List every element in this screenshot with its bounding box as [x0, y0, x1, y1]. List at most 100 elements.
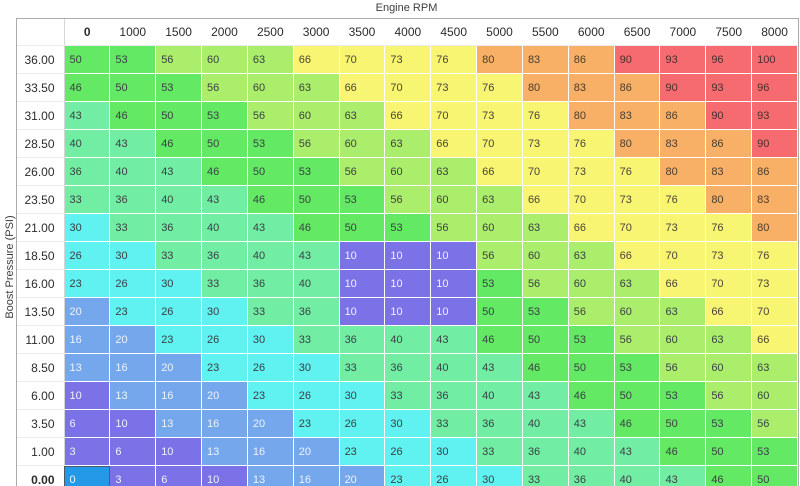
table-cell[interactable]: 83: [522, 45, 569, 74]
table-cell[interactable]: 30: [64, 213, 111, 242]
table-cell[interactable]: 36: [568, 465, 615, 486]
table-cell[interactable]: 76: [430, 45, 478, 74]
table-cell[interactable]: 43: [201, 185, 248, 214]
table-cell[interactable]: 50: [64, 45, 111, 74]
table-cell[interactable]: 40: [614, 465, 661, 486]
table-cell[interactable]: 86: [568, 45, 615, 74]
table-cell[interactable]: 76: [476, 73, 523, 102]
table-cell[interactable]: 63: [751, 353, 798, 382]
table-cell[interactable]: 53: [705, 409, 753, 438]
table-cell[interactable]: 60: [705, 353, 753, 382]
table-cell[interactable]: 56: [155, 45, 203, 74]
column-header-4500[interactable]: 4500: [430, 19, 477, 46]
table-cell[interactable]: 10: [384, 269, 432, 298]
row-header-36.00[interactable]: 36.00: [17, 45, 65, 74]
table-cell[interactable]: 36: [476, 409, 523, 438]
table-cell[interactable]: 43: [430, 325, 478, 354]
table-cell[interactable]: 63: [522, 213, 569, 242]
table-cell[interactable]: 56: [751, 409, 798, 438]
table-cell[interactable]: 30: [155, 269, 203, 298]
table-cell[interactable]: 23: [384, 465, 432, 486]
table-cell[interactable]: 60: [339, 129, 386, 158]
table-cell[interactable]: 13: [109, 381, 157, 410]
table-cell[interactable]: 53: [247, 129, 294, 158]
table-cell[interactable]: 33: [476, 437, 523, 466]
table-cell-selected[interactable]: 0: [64, 465, 111, 486]
column-header-7500[interactable]: 7500: [705, 19, 752, 46]
table-cell[interactable]: 40: [384, 325, 432, 354]
table-cell[interactable]: 70: [751, 297, 798, 326]
table-cell[interactable]: 73: [614, 185, 661, 214]
table-cell[interactable]: 66: [339, 73, 386, 102]
table-cell[interactable]: 36: [201, 241, 248, 270]
table-cell[interactable]: 80: [705, 185, 753, 214]
table-cell[interactable]: 83: [751, 185, 798, 214]
table-cell[interactable]: 73: [522, 129, 569, 158]
column-header-3500[interactable]: 3500: [339, 19, 385, 46]
table-cell[interactable]: 13: [155, 409, 203, 438]
table-cell[interactable]: 56: [384, 185, 432, 214]
table-cell[interactable]: 46: [705, 465, 753, 486]
table-cell[interactable]: 40: [476, 381, 523, 410]
row-header-1.00[interactable]: 1.00: [17, 437, 65, 466]
table-cell[interactable]: 26: [201, 325, 248, 354]
table-cell[interactable]: 33: [64, 185, 111, 214]
table-cell[interactable]: 60: [430, 185, 478, 214]
table-cell[interactable]: 46: [201, 157, 248, 186]
table-cell[interactable]: 53: [614, 353, 661, 382]
row-header-0.00[interactable]: 0.00: [17, 465, 65, 486]
table-cell[interactable]: 36: [64, 157, 111, 186]
table-cell[interactable]: 10: [339, 241, 386, 270]
table-cell[interactable]: 36: [247, 269, 294, 298]
table-cell[interactable]: 20: [155, 353, 203, 382]
table-cell[interactable]: 40: [64, 129, 111, 158]
column-header-2000[interactable]: 2000: [201, 19, 248, 46]
table-cell[interactable]: 13: [247, 465, 294, 486]
table-cell[interactable]: 53: [339, 185, 386, 214]
table-cell[interactable]: 50: [247, 157, 294, 186]
table-cell[interactable]: 46: [476, 325, 523, 354]
row-header-11.00[interactable]: 11.00: [17, 325, 65, 354]
table-cell[interactable]: 43: [522, 381, 569, 410]
table-cell[interactable]: 76: [705, 213, 753, 242]
table-cell[interactable]: 26: [293, 381, 340, 410]
table-cell[interactable]: 36: [109, 185, 157, 214]
table-cell[interactable]: 56: [614, 325, 661, 354]
table-cell[interactable]: 50: [659, 409, 707, 438]
table-cell[interactable]: 50: [705, 437, 753, 466]
table-cell[interactable]: 20: [247, 409, 294, 438]
table-cell[interactable]: 26: [339, 409, 386, 438]
table-cell[interactable]: 43: [64, 101, 111, 130]
table-cell[interactable]: 93: [751, 101, 798, 130]
table-cell[interactable]: 83: [568, 73, 615, 102]
table-cell[interactable]: 90: [705, 101, 753, 130]
table-cell[interactable]: 56: [568, 297, 615, 326]
table-cell[interactable]: 66: [568, 213, 615, 242]
table-cell[interactable]: 60: [659, 325, 707, 354]
table-cell[interactable]: 56: [659, 353, 707, 382]
table-cell[interactable]: 36: [384, 353, 432, 382]
table-cell[interactable]: 56: [339, 157, 386, 186]
table-cell[interactable]: 46: [614, 409, 661, 438]
table-cell[interactable]: 26: [64, 241, 111, 270]
column-header-8000[interactable]: 8000: [751, 19, 798, 46]
table-cell[interactable]: 53: [201, 101, 248, 130]
column-header-0[interactable]: 0: [64, 19, 110, 46]
table-cell[interactable]: 16: [247, 437, 294, 466]
table-cell[interactable]: 33: [247, 297, 294, 326]
table-cell[interactable]: 50: [201, 129, 248, 158]
table-cell[interactable]: 16: [64, 325, 111, 354]
table-cell[interactable]: 46: [293, 213, 340, 242]
table-cell[interactable]: 43: [247, 213, 294, 242]
table-cell[interactable]: 53: [522, 297, 569, 326]
table-cell[interactable]: 60: [201, 45, 248, 74]
table-cell[interactable]: 50: [339, 213, 386, 242]
table-cell[interactable]: 23: [155, 325, 203, 354]
row-header-13.50[interactable]: 13.50: [17, 297, 65, 326]
table-cell[interactable]: 36: [522, 437, 569, 466]
table-cell[interactable]: 26: [109, 269, 157, 298]
table-cell[interactable]: 83: [614, 101, 661, 130]
table-cell[interactable]: 13: [201, 437, 248, 466]
table-cell[interactable]: 66: [384, 101, 432, 130]
column-header-2500[interactable]: 2500: [247, 19, 294, 46]
